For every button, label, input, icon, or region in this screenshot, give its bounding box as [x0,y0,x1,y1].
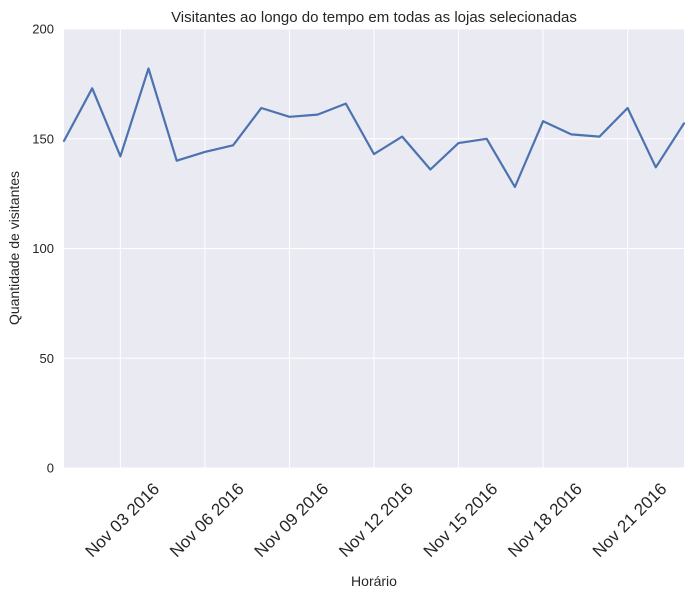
x-tick-label: Nov 12 2016 [335,479,417,561]
y-tick-labels: 0 50 100 150 200 [32,22,54,476]
y-tick-label: 50 [40,351,54,366]
x-axis-label: Horário [351,573,397,589]
y-tick-label: 200 [32,22,54,37]
x-tick-label: Nov 03 2016 [82,479,164,561]
y-axis-label: Quantidade de visitantes [6,171,22,325]
x-tick-labels: Nov 03 2016 Nov 06 2016 Nov 09 2016 Nov 12 … [82,479,671,561]
y-tick-label: 150 [32,131,54,146]
y-tick-label: 0 [47,461,54,476]
grid-lines [64,28,684,469]
y-tick-label: 100 [32,241,54,256]
chart-title: Visitantes ao longo do tempo em todas as… [171,9,577,26]
series-layer [62,67,686,189]
x-tick-label: Nov 15 2016 [420,479,502,561]
x-tick-label: Nov 18 2016 [504,479,586,561]
x-tick-label: Nov 09 2016 [251,479,333,561]
x-tick-label: Nov 06 2016 [166,479,248,561]
x-tick-label: Nov 21 2016 [589,479,671,561]
visitors-series-line [62,67,686,189]
